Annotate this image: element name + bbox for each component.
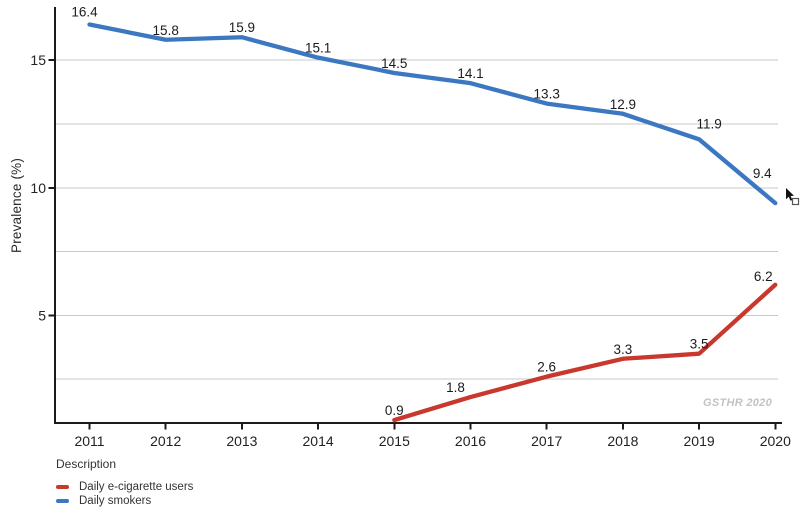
x-tick-label: 2012 [150,433,181,449]
series-line-1 [87,22,778,206]
series-line-0 [392,282,778,423]
legend-title: Description [56,457,117,471]
x-tick-label: 2019 [684,433,715,449]
x-tick-label: 2018 [607,433,638,449]
data-label: 2.6 [537,360,556,375]
data-label: 15.9 [229,20,255,35]
x-tick-label: 2011 [74,433,104,449]
y-tick-label: 15 [30,52,46,68]
y-tick-label: 10 [30,180,46,196]
legend-label-ecigarette-users: Daily e-cigarette users [79,481,194,493]
watermark: GSTHR 2020 [702,397,772,409]
mouse-cursor-icon [786,188,800,206]
legend-label-daily-smokers: Daily smokers [79,495,152,507]
x-tick-label: 2014 [303,433,334,449]
data-label: 12.9 [610,97,636,112]
data-label: 9.4 [753,166,772,181]
x-tick-label: 2017 [531,433,562,449]
y-axis-title: Prevalence (%) [9,157,24,253]
data-label: 11.9 [696,116,721,131]
x-tick-label: 2020 [760,433,791,449]
data-label: 15.1 [305,41,331,56]
legend-swatch-red-icon [56,484,69,490]
data-label: 14.5 [381,56,407,71]
data-label: 14.1 [457,66,483,81]
data-label: 13.3 [534,87,560,102]
y-tick-label: 5 [38,307,46,323]
legend-swatch-blue-icon [56,498,69,504]
data-label: 16.4 [71,4,98,19]
data-label: 1.8 [446,380,465,395]
x-tick-label: 2016 [455,433,486,449]
x-tick-label: 2015 [379,433,410,449]
legend-item-daily-smokers[interactable]: Daily smokers [56,494,193,508]
x-tick-label: 2013 [226,433,257,449]
data-label: 0.9 [385,403,404,418]
data-label: 3.3 [614,342,633,357]
legend: Description Daily e-cigarette users Dail… [56,457,193,508]
data-label: 15.8 [153,23,179,38]
legend-item-ecigarette-users[interactable]: Daily e-cigarette users [56,480,193,494]
data-label: 6.2 [754,269,773,284]
data-label: 3.5 [690,337,709,352]
